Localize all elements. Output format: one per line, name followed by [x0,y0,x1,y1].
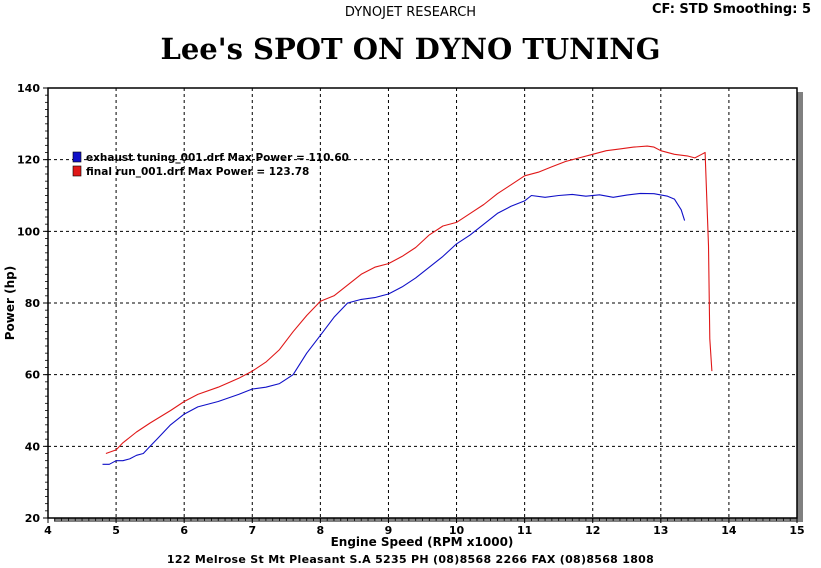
y-tick-label: 120 [17,154,40,167]
grid-lines [48,88,797,518]
y-tick-label: 140 [17,82,40,95]
y-tick-label: 40 [25,440,41,453]
y-axis-label: Power (hp) [3,266,17,340]
y-tick-label: 100 [17,225,40,238]
company-header: DYNOJET RESEARCH [344,5,477,20]
x-tick-label: 12 [585,524,600,537]
x-tick-labels: 4 5 6 7 8 9 10 11 12 13 14 15 [44,524,804,537]
series-lines [102,145,713,465]
series-line-2 [105,145,713,455]
x-tick-label: 8 [317,524,325,537]
x-tick-label: 6 [180,524,188,537]
chart-title: Lee's SPOT ON DYNO TUNING [160,32,661,66]
y-tick-labels: 20 40 60 80 100 120 140 [17,82,40,525]
y-tick-label: 20 [25,512,41,525]
x-tick-label: 10 [449,524,465,537]
x-tick-label: 4 [44,524,52,537]
y-tick-label: 60 [25,369,41,382]
dyno-chart: 4 5 6 7 8 9 10 11 12 13 14 15 20 40 60 80 100 120 140 exh… [3,82,805,549]
x-tick-label: 13 [653,524,668,537]
legend: exhaust tuning_001.drf Max Power = 110.6… [72,151,349,178]
legend-swatch [72,151,82,163]
x-axis-label: Engine Speed (RPM x1000) [331,535,514,549]
footer-address: 122 Melrose St Mt Pleasant S.A 5235 PH (… [166,553,655,566]
series-line-1 [102,192,686,465]
x-tick-label: 9 [385,524,393,537]
axis-ticks [43,87,798,523]
x-tick-label: 14 [721,524,737,537]
legend-entry: final run_001.drf Max Power = 123.78 [86,166,309,178]
x-tick-label: 15 [789,524,804,537]
x-tick-label: 11 [517,524,532,537]
y-tick-label: 80 [25,297,41,310]
x-tick-label: 5 [112,524,120,537]
x-tick-label: 7 [248,524,256,537]
legend-entry: exhaust tuning_001.drf Max Power = 110.6… [86,152,349,164]
settings-readout: CF: STD Smoothing: 5 [651,2,811,17]
legend-swatch [72,165,82,177]
